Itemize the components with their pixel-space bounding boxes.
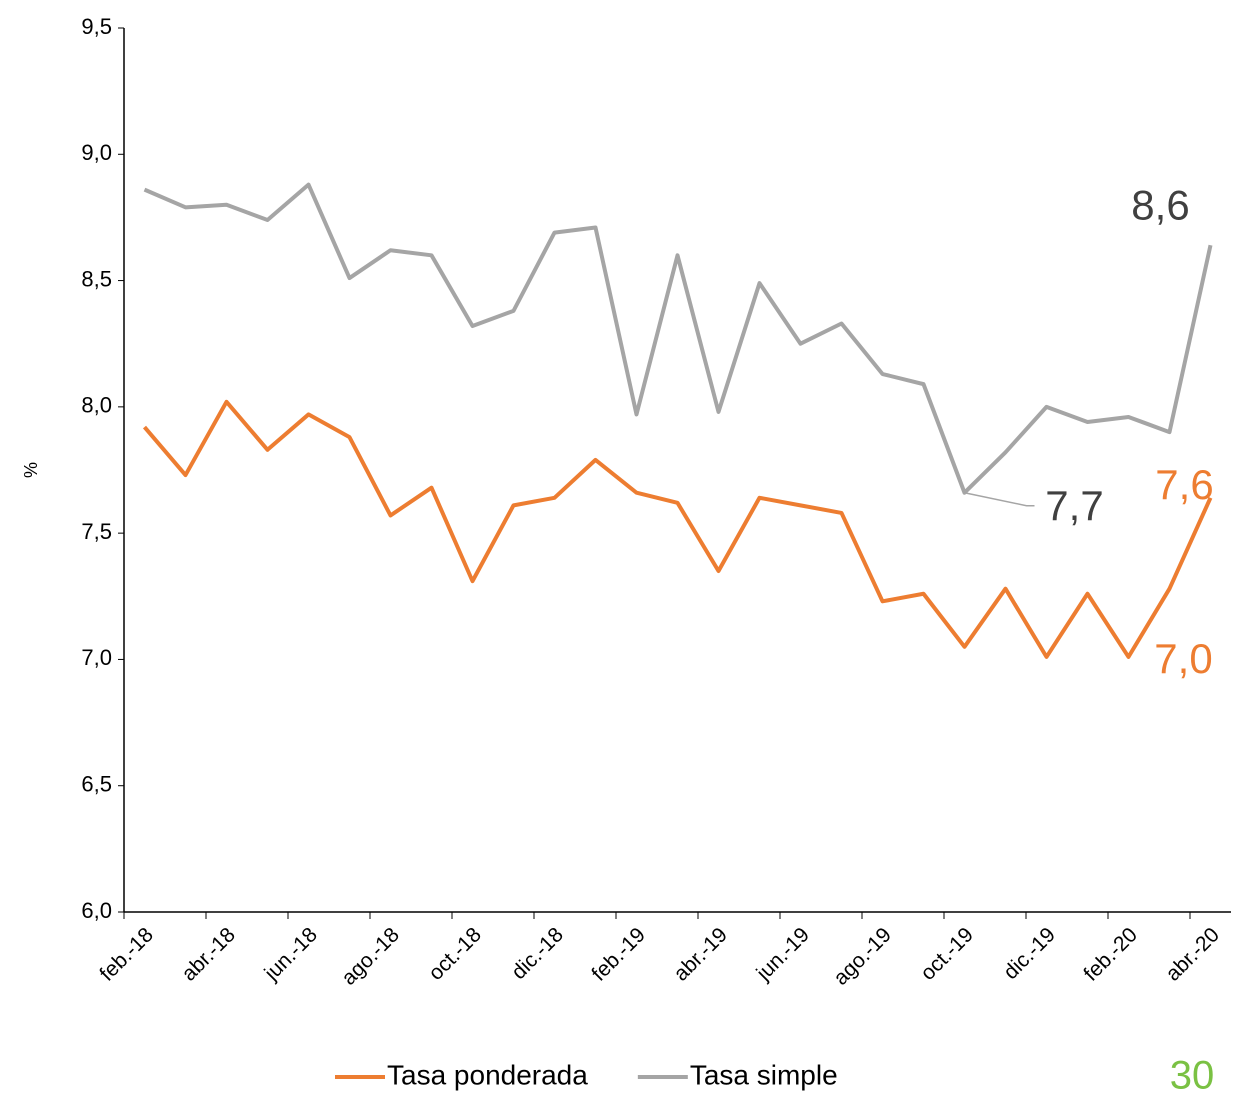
legend-label: Tasa ponderada bbox=[387, 1059, 588, 1090]
y-tick-label: 9,0 bbox=[81, 140, 112, 165]
y-tick-label: 8,5 bbox=[81, 266, 112, 291]
data-label: 7,7 bbox=[1045, 482, 1103, 529]
x-tick-label: oct.-19 bbox=[916, 923, 978, 985]
leader-line bbox=[964, 491, 1035, 507]
y-tick-label: 7,5 bbox=[81, 519, 112, 544]
y-tick-label: 8,0 bbox=[81, 393, 112, 418]
data-label: 8,6 bbox=[1131, 181, 1189, 228]
x-tick-label: feb.-19 bbox=[587, 923, 650, 986]
x-tick-label: abr.-19 bbox=[669, 923, 732, 986]
x-tick-label: ago.-19 bbox=[829, 923, 896, 990]
x-tick-label: feb.-18 bbox=[95, 923, 158, 986]
x-tick-label: feb.-20 bbox=[1079, 923, 1142, 986]
y-tick-label: 7,0 bbox=[81, 645, 112, 670]
x-tick-label: abr.-18 bbox=[177, 923, 240, 986]
x-tick-label: dic.-18 bbox=[507, 923, 568, 984]
y-tick-label: 6,0 bbox=[81, 898, 112, 923]
x-tick-label: abr.-20 bbox=[1161, 923, 1224, 986]
x-tick-label: dic.-19 bbox=[999, 923, 1060, 984]
data-label: 7,6 bbox=[1155, 461, 1213, 508]
page-number: 30 bbox=[1170, 1054, 1215, 1098]
series-line bbox=[143, 182, 1213, 495]
legend-label: Tasa simple bbox=[690, 1059, 838, 1090]
y-tick-label: 9,5 bbox=[81, 14, 112, 39]
data-label: 7,0 bbox=[1154, 635, 1212, 682]
x-tick-label: ago.-18 bbox=[337, 923, 404, 990]
x-tick-label: jun.-18 bbox=[260, 923, 322, 985]
y-axis-label: % bbox=[21, 462, 41, 478]
series-line bbox=[142, 399, 1213, 659]
x-tick-label: oct.-18 bbox=[424, 923, 486, 985]
y-tick-label: 6,5 bbox=[81, 772, 112, 797]
x-tick-label: jun.-19 bbox=[752, 923, 814, 985]
